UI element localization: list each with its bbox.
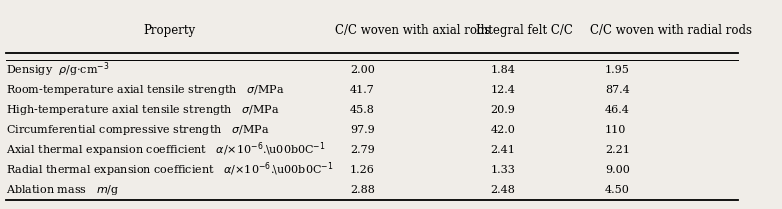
Text: Ablation mass   $m$/g: Ablation mass $m$/g bbox=[6, 183, 120, 197]
Text: 45.8: 45.8 bbox=[350, 105, 375, 115]
Text: C/C woven with radial rods: C/C woven with radial rods bbox=[590, 24, 752, 37]
Text: 20.9: 20.9 bbox=[490, 105, 515, 115]
Text: 46.4: 46.4 bbox=[604, 105, 630, 115]
Text: 2.48: 2.48 bbox=[490, 185, 515, 195]
Text: 4.50: 4.50 bbox=[604, 185, 630, 195]
Text: 2.41: 2.41 bbox=[490, 145, 515, 155]
Text: 1.33: 1.33 bbox=[490, 165, 515, 175]
Text: Room-temperature axial tensile strength   $\sigma$/MPa: Room-temperature axial tensile strength … bbox=[6, 83, 285, 97]
Text: Densigy  $\rho$/g$\cdot$cm$^{-3}$: Densigy $\rho$/g$\cdot$cm$^{-3}$ bbox=[6, 60, 110, 79]
Text: 2.88: 2.88 bbox=[350, 185, 375, 195]
Text: 1.26: 1.26 bbox=[350, 165, 375, 175]
Text: 97.9: 97.9 bbox=[350, 125, 375, 135]
Text: High-temperature axial tensile strength   $\sigma$/MPa: High-temperature axial tensile strength … bbox=[6, 103, 280, 117]
Text: Circumferential compressive strength   $\sigma$/MPa: Circumferential compressive strength $\s… bbox=[6, 123, 270, 137]
Text: 87.4: 87.4 bbox=[604, 85, 630, 95]
Text: Integral felt C/C: Integral felt C/C bbox=[475, 24, 572, 37]
Text: 1.95: 1.95 bbox=[604, 65, 630, 75]
Text: C/C woven with axial rods: C/C woven with axial rods bbox=[335, 24, 490, 37]
Text: 2.21: 2.21 bbox=[604, 145, 630, 155]
Text: 12.4: 12.4 bbox=[490, 85, 515, 95]
Text: 42.0: 42.0 bbox=[490, 125, 515, 135]
Text: 2.00: 2.00 bbox=[350, 65, 375, 75]
Text: Axial thermal expansion coefficient   $\alpha$/$\times$10$^{-6}$.\u00b0C$^{-1}$: Axial thermal expansion coefficient $\al… bbox=[6, 141, 326, 159]
Text: 9.00: 9.00 bbox=[604, 165, 630, 175]
Text: 41.7: 41.7 bbox=[350, 85, 375, 95]
Text: 1.84: 1.84 bbox=[490, 65, 515, 75]
Text: Radial thermal expansion coefficient   $\alpha$/$\times$10$^{-6}$.\u00b0C$^{-1}$: Radial thermal expansion coefficient $\a… bbox=[6, 161, 334, 179]
Text: Property: Property bbox=[143, 24, 195, 37]
Text: 2.79: 2.79 bbox=[350, 145, 375, 155]
Text: 110: 110 bbox=[604, 125, 626, 135]
